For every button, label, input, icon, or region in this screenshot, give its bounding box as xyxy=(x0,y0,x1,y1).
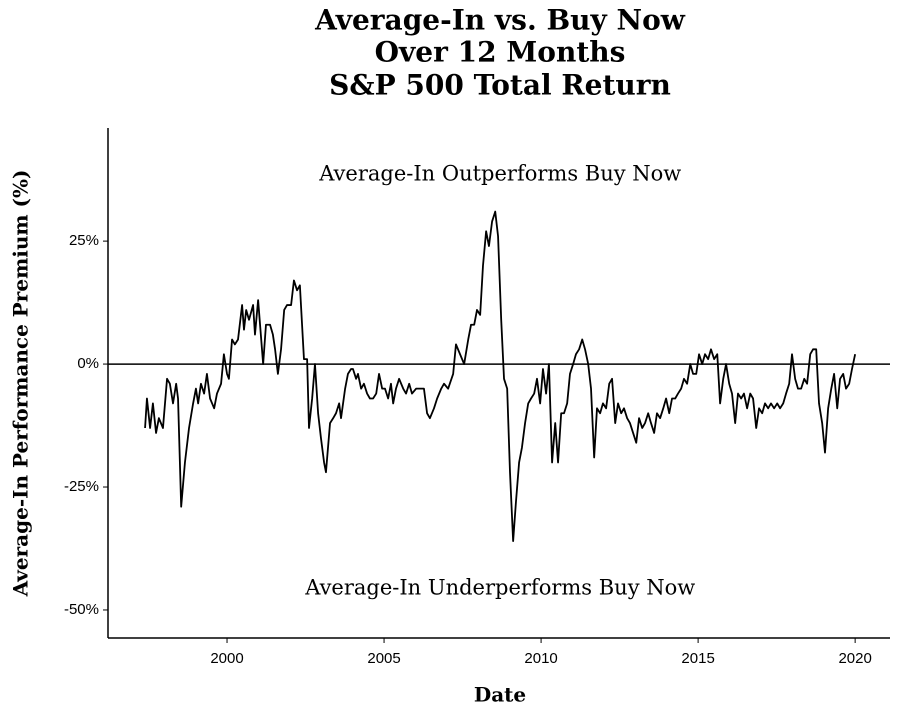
x-tick-label: 2000 xyxy=(210,650,243,667)
x-axis-label: Date xyxy=(474,683,526,707)
y-axis-label: Average-In Performance Premium (%) xyxy=(9,170,33,598)
y-tick-label: -50% xyxy=(64,601,99,618)
x-tick-label: 2015 xyxy=(681,650,714,667)
annotation: Average-In Outperforms Buy Now xyxy=(318,162,681,186)
y-tick-label: 25% xyxy=(69,232,99,249)
annotation: Average-In Underperforms Buy Now xyxy=(304,575,695,599)
x-tick-label: 2005 xyxy=(367,650,400,667)
y-tick-label: -25% xyxy=(64,478,99,495)
chart-title: Average-In vs. Buy Now xyxy=(314,4,686,37)
data-line xyxy=(144,210,857,543)
y-tick-label: 0% xyxy=(77,355,99,372)
chart-title: Over 12 Months xyxy=(375,36,626,69)
x-tick-label: 2020 xyxy=(838,650,871,667)
chart-title: S&P 500 Total Return xyxy=(329,69,671,102)
x-tick-label: 2010 xyxy=(524,650,557,667)
